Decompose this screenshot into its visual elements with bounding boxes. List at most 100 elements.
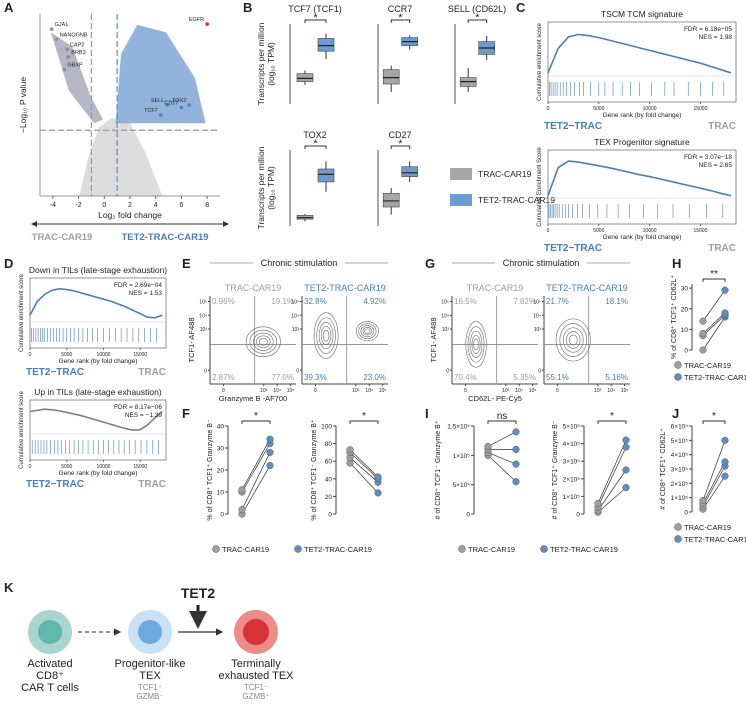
y-tick-label: 0 bbox=[446, 368, 449, 374]
gene-label: GBXP bbox=[67, 63, 83, 69]
x-tick-label: 10000 bbox=[97, 464, 111, 470]
box bbox=[317, 168, 335, 183]
legend-swatch bbox=[450, 194, 472, 206]
y-tick-label: 20 bbox=[681, 306, 689, 313]
x-axis-label: Gene rank (by fold change) bbox=[603, 112, 682, 119]
sample-point bbox=[622, 466, 630, 474]
sample-point bbox=[622, 436, 630, 444]
pair-line bbox=[241, 443, 271, 493]
density-contour bbox=[245, 326, 281, 358]
x-tick-label: 10000 bbox=[97, 352, 111, 358]
box bbox=[317, 38, 335, 52]
quadrant-label: 5.16% bbox=[605, 373, 628, 382]
gene-point bbox=[159, 113, 163, 117]
significance: * bbox=[475, 12, 480, 24]
density-contour bbox=[253, 332, 274, 351]
significance-bracket bbox=[467, 19, 488, 23]
sample-point bbox=[721, 472, 729, 480]
pair-line bbox=[241, 439, 271, 490]
sample-point bbox=[699, 496, 707, 505]
x-tick-label: 15000 bbox=[133, 464, 147, 470]
y-tick-label: 10⁴ bbox=[291, 313, 299, 319]
y-tick-label: 10 bbox=[681, 327, 689, 334]
gene-label: NANOGNB bbox=[60, 32, 88, 38]
sample-point bbox=[699, 329, 707, 338]
x-tick-label: 5000 bbox=[61, 352, 72, 358]
quadrant-label: 39.3% bbox=[304, 373, 327, 382]
plot-frame bbox=[29, 399, 167, 461]
x-tick-label: 15000 bbox=[693, 228, 707, 234]
quadrant-label: 0.96% bbox=[212, 297, 235, 306]
x-tick-label: 10000 bbox=[643, 228, 657, 234]
significance: * bbox=[313, 12, 318, 24]
pair-line bbox=[702, 314, 726, 336]
y-axis-label: Cumulative enrichment score bbox=[19, 390, 25, 468]
cell-label: TEX bbox=[139, 670, 161, 682]
x-axis-label: Gene rank (by fold change) bbox=[603, 234, 682, 241]
density-contour bbox=[355, 321, 379, 342]
y-tick-label: 20 bbox=[217, 468, 225, 475]
quadrant-label: 5.35% bbox=[513, 373, 536, 382]
significance: * bbox=[712, 411, 716, 422]
significance-bracket bbox=[487, 420, 517, 424]
x-tick-label: 10⁴ bbox=[607, 388, 615, 394]
sample-point bbox=[266, 435, 274, 443]
cell-label: Progenitor-like bbox=[115, 658, 186, 670]
x-axis-label: CD62L- PE-Cy5 bbox=[468, 394, 522, 403]
cell-nucleus bbox=[38, 620, 62, 644]
sample-point bbox=[622, 443, 630, 451]
y-axis-label: % of CD8⁺ TCF1⁺ Granzyme B⁻ bbox=[206, 419, 214, 521]
sample-point bbox=[721, 286, 729, 294]
y-tick-label: 30 bbox=[681, 286, 689, 293]
x-tick-label: 8 bbox=[205, 202, 209, 209]
pair-line bbox=[241, 465, 271, 515]
significance: * bbox=[254, 411, 258, 422]
y-axis-label: TCF1- AF488 bbox=[429, 317, 438, 362]
group-label: TET2-TRAC-CAR19 bbox=[121, 232, 208, 243]
x-tick-label: -4 bbox=[50, 202, 56, 209]
y-axis-label: # of CD8⁺ TCF1⁺ Granzyme B⁻ bbox=[551, 420, 559, 519]
density-contour bbox=[318, 322, 334, 350]
x-tick-label: 4 bbox=[154, 202, 158, 209]
panel-letter: A bbox=[4, 0, 14, 15]
x-tick-label: 10⁵ bbox=[287, 388, 295, 394]
x-tick-label: 10000 bbox=[643, 106, 657, 112]
panel-letter: K bbox=[4, 580, 14, 595]
pair-line bbox=[702, 289, 726, 322]
stat-annotation: FDR = 8.17e−06 bbox=[114, 404, 162, 411]
density-contour bbox=[568, 334, 578, 346]
y-tick-label: 1×10⁵ bbox=[563, 494, 581, 501]
significance-bracket bbox=[702, 420, 726, 424]
y-tick-label: 1×10⁵ bbox=[453, 453, 471, 460]
x-tick-label: 10⁴ bbox=[273, 388, 281, 394]
density-contour bbox=[555, 318, 591, 362]
section-title: Chronic stimulation bbox=[503, 258, 580, 268]
gene-label: CAP2 bbox=[70, 42, 84, 48]
enrichment-curve bbox=[547, 33, 732, 74]
y-tick-label: 5×10⁵ bbox=[671, 438, 689, 445]
y-tick-label: 0 bbox=[684, 510, 688, 517]
y-tick-label: 3×10⁵ bbox=[563, 459, 581, 466]
y-tick-label: 6×10⁵ bbox=[671, 424, 689, 431]
legend-swatch bbox=[450, 168, 472, 180]
cell-nucleus bbox=[138, 620, 162, 644]
stat-annotation: NES = 1.98 bbox=[699, 34, 733, 41]
density-contour bbox=[249, 329, 278, 354]
y-tick-label: 10⁵ bbox=[291, 300, 299, 306]
y-tick-label: 0 bbox=[296, 368, 299, 374]
cell-label: Terminally bbox=[231, 658, 281, 670]
significance: * bbox=[398, 138, 403, 150]
pair-line bbox=[349, 449, 379, 478]
legend-marker bbox=[674, 535, 682, 543]
sample-point bbox=[512, 428, 520, 436]
x-tick-label: 0 bbox=[556, 388, 559, 394]
legend-label: TET2-TRAC-CAR19 bbox=[550, 545, 618, 554]
y-tick-label: 2×10⁵ bbox=[671, 481, 689, 488]
pair-line bbox=[241, 452, 271, 510]
significance-bracket bbox=[390, 19, 411, 23]
cell-label: Activated bbox=[27, 658, 72, 670]
x-tick-label: 10³ bbox=[260, 388, 268, 394]
pair-line bbox=[487, 455, 517, 482]
significance-bracket bbox=[597, 420, 627, 424]
sample-point bbox=[484, 442, 492, 451]
